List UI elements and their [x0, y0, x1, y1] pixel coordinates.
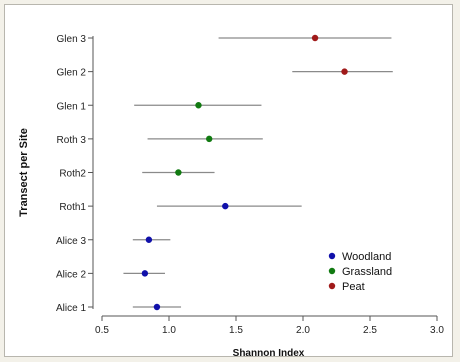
- data-point: [341, 68, 348, 75]
- x-tick-label: 2.0: [296, 325, 310, 336]
- data-point: [206, 135, 213, 143]
- data-point: [145, 236, 153, 243]
- chart-frame: Glen 3 Glen 2 Glen 1 Roth 3 Roth2 Roth1 Alice …: [4, 4, 453, 357]
- legend-label: Woodland: [342, 251, 391, 263]
- y-tick-label: Roth 3: [57, 135, 87, 146]
- y-axis-title: Transect per Site: [18, 128, 30, 217]
- data-point: [175, 169, 182, 176]
- y-tick-label: Glen 1: [57, 101, 87, 112]
- y-tick-label: Alice 1: [56, 303, 86, 314]
- x-tick-label: 2.5: [363, 325, 377, 336]
- y-tick-label: Glen 2: [57, 68, 87, 79]
- x-tick-label: 1.5: [229, 325, 243, 336]
- legend-label: Peat: [342, 281, 365, 293]
- y-tick-label: Roth1: [59, 202, 86, 213]
- legend-marker: [328, 252, 336, 260]
- y-axis: Glen 3 Glen 2 Glen 1 Roth 3 Roth2 Roth1 Alice …: [56, 34, 94, 314]
- data-point: [195, 102, 202, 109]
- data-point: [141, 270, 149, 277]
- data-point: [153, 303, 161, 311]
- x-tick-label: 3.0: [430, 325, 444, 336]
- legend-marker: [328, 267, 336, 275]
- x-axis: 0.5 1.0 1.5 2.0 2.5 3.0: [95, 315, 444, 336]
- data-rows: [123, 34, 393, 311]
- x-tick-label: 0.5: [95, 325, 109, 336]
- x-tick-label: 1.0: [162, 325, 176, 336]
- legend: Woodland Grassland Peat: [328, 251, 392, 293]
- y-tick-label: Alice 3: [56, 236, 86, 247]
- y-tick-label: Roth2: [59, 169, 86, 180]
- dot-plot-chart: Glen 3 Glen 2 Glen 1 Roth 3 Roth2 Roth1 Alice …: [18, 34, 444, 357]
- y-tick-label: Glen 3: [57, 34, 87, 45]
- x-axis-title: Shannon Index: [233, 348, 305, 357]
- legend-marker: [328, 282, 336, 290]
- data-point: [222, 202, 229, 210]
- y-tick-label: Alice 2: [56, 269, 86, 280]
- data-point: [311, 34, 319, 42]
- legend-label: Grassland: [342, 266, 392, 278]
